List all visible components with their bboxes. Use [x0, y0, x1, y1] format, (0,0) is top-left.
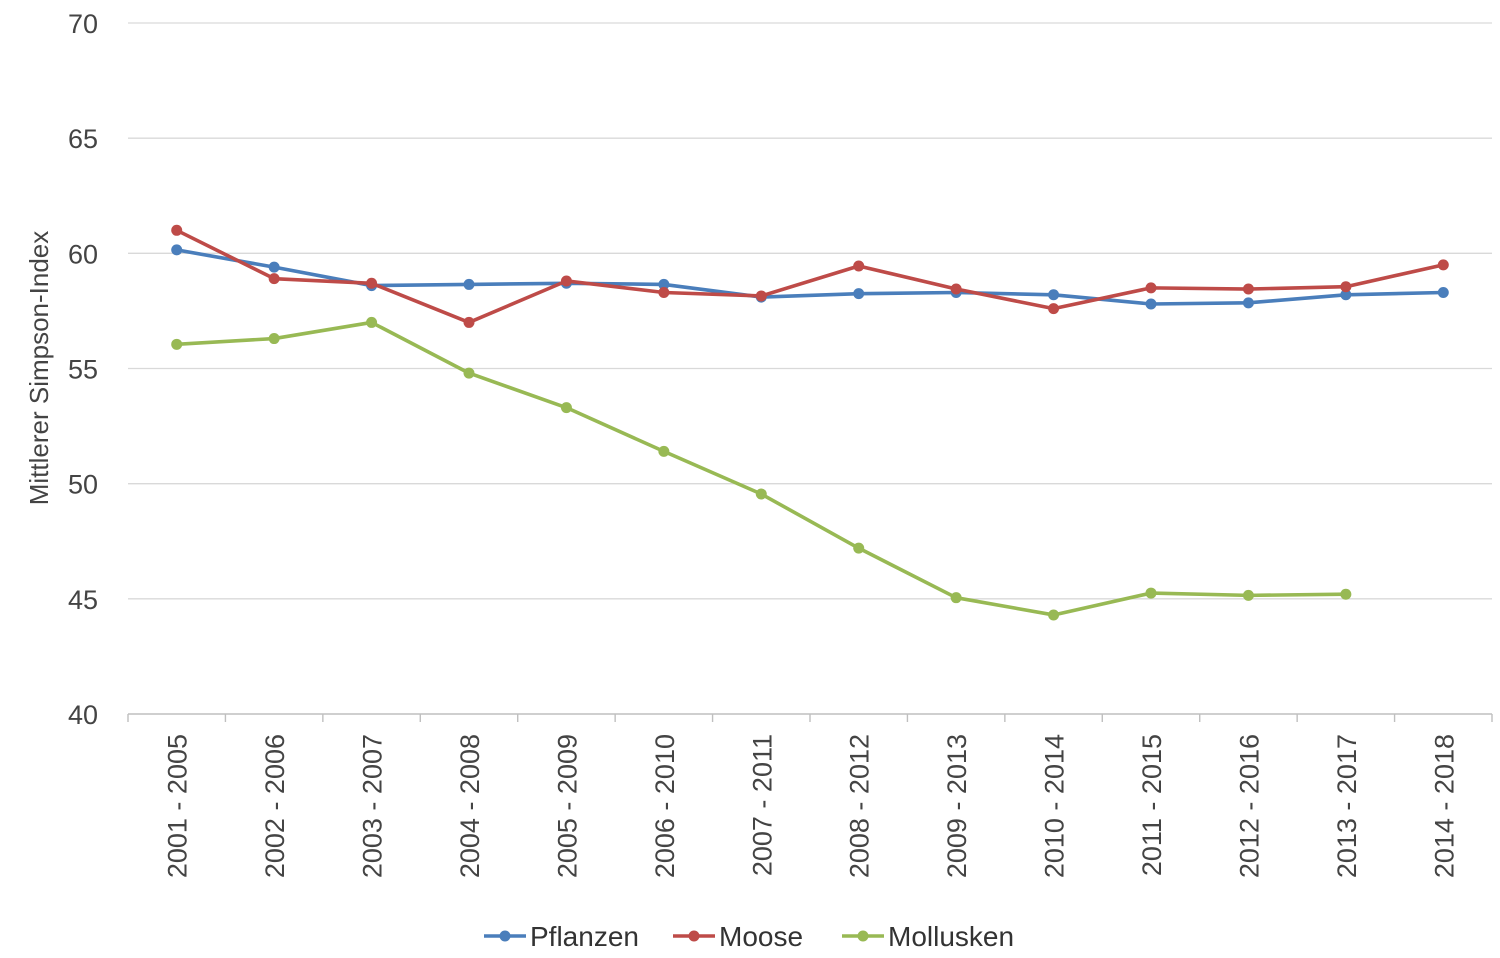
data-point: [1340, 588, 1352, 600]
legend-item-pflanzen: Pflanzen: [484, 921, 639, 952]
data-point: [268, 261, 280, 273]
y-axis-label: Mittlerer Simpson-Index: [24, 231, 54, 506]
data-point: [1437, 286, 1449, 298]
x-tick-label: 2006 - 2010: [650, 734, 680, 878]
data-point: [1145, 282, 1157, 294]
data-point: [1145, 298, 1157, 310]
series-line: [174, 228, 1446, 325]
data-point: [1145, 587, 1157, 599]
y-tick-label: 65: [68, 124, 98, 154]
x-tick-label: 2001 - 2005: [163, 734, 193, 878]
x-tick-label: 2011 - 2015: [1137, 734, 1167, 876]
data-point: [1048, 289, 1060, 301]
data-point: [853, 260, 865, 272]
data-point: [1242, 589, 1254, 601]
x-tick-label: 2005 - 2009: [552, 734, 582, 878]
legend-label: Mollusken: [888, 921, 1014, 952]
x-tick-label: 2003 - 2007: [358, 734, 388, 878]
data-point: [755, 290, 767, 302]
legend-marker: [499, 930, 511, 942]
data-point: [853, 288, 865, 300]
x-tick-label: 2002 - 2006: [260, 734, 290, 878]
data-point: [755, 488, 767, 500]
data-point: [950, 283, 962, 295]
data-point: [658, 278, 670, 290]
y-tick-label: 50: [68, 470, 98, 500]
data-point: [1340, 281, 1352, 293]
data-point: [171, 224, 183, 236]
series-pflanzen: [171, 244, 1449, 310]
data-point: [853, 542, 865, 554]
data-point: [1242, 297, 1254, 309]
y-tick-label: 45: [68, 585, 98, 615]
data-point: [463, 316, 475, 328]
y-tick-label: 40: [68, 700, 98, 730]
series-mollusken: [171, 316, 1352, 621]
y-tick-label: 55: [68, 355, 98, 385]
legend: Pflanzen Moose Mollusken: [484, 921, 1014, 952]
data-point: [366, 277, 378, 289]
data-point: [658, 445, 670, 457]
data-point: [950, 592, 962, 604]
data-point: [171, 244, 183, 256]
x-tick-label: 2014 - 2018: [1429, 734, 1459, 878]
series-line: [174, 320, 1348, 617]
x-axis-ticks: 2001 - 2005 2002 - 2006 2003 - 2007 2004 - …: [127, 714, 1493, 878]
legend-label: Pflanzen: [530, 921, 639, 952]
data-point: [560, 275, 572, 287]
legend-marker: [857, 930, 869, 942]
y-tick-label: 70: [68, 9, 98, 39]
x-tick-label: 2013 - 2017: [1332, 734, 1362, 878]
data-point: [658, 286, 670, 298]
gridlines: [128, 22, 1492, 715]
legend-marker: [688, 930, 700, 942]
data-point: [1048, 609, 1060, 621]
x-tick-label: 2008 - 2012: [845, 734, 875, 878]
x-tick-label: 2010 - 2014: [1040, 734, 1070, 878]
data-point: [1242, 283, 1254, 295]
legend-item-mollusken: Mollusken: [842, 921, 1014, 952]
data-point: [366, 316, 378, 328]
legend-label: Moose: [719, 921, 803, 952]
x-tick-label: 2004 - 2008: [455, 734, 485, 878]
series-line: [174, 248, 1446, 306]
data-point: [1048, 303, 1060, 315]
data-point: [268, 273, 280, 285]
data-point: [560, 402, 572, 414]
data-point: [463, 278, 475, 290]
legend-item-moose: Moose: [673, 921, 803, 952]
x-tick-label: 2012 - 2016: [1234, 734, 1264, 878]
data-point: [171, 338, 183, 350]
data-point: [268, 333, 280, 345]
series-moose: [171, 224, 1449, 328]
y-tick-label: 60: [68, 239, 98, 269]
data-point: [1340, 289, 1352, 301]
x-tick-label: 2009 - 2013: [942, 734, 972, 878]
series-layer: [171, 224, 1449, 621]
x-tick-label: 2007 - 2011: [747, 734, 777, 876]
data-point: [463, 367, 475, 379]
data-point: [1437, 259, 1449, 271]
y-axis-ticks: 40 45 50 55 60 65 70: [68, 9, 98, 730]
